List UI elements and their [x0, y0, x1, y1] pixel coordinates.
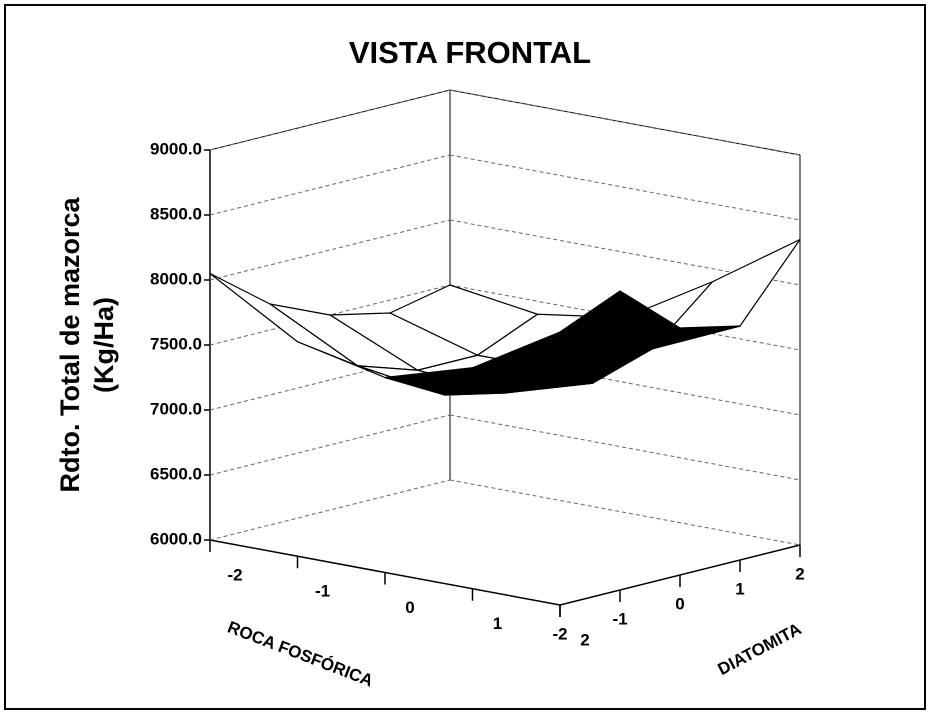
grid-line [209, 219, 451, 281]
z-tick-label: 7500.0 [150, 334, 202, 353]
z-tick-label: 9000.0 [150, 139, 202, 158]
x-tick-label: 0 [405, 598, 414, 617]
grid-line [209, 414, 451, 476]
y-tick-label: -1 [612, 609, 627, 628]
y-tick-label: 2 [795, 564, 804, 583]
x-tick-label: -2 [227, 565, 242, 584]
grid-line [209, 479, 451, 541]
grid-line [449, 154, 801, 221]
grid-line [209, 284, 451, 346]
z-axis-title: Rdto. Total de mazorca [55, 197, 85, 493]
chart-title: VISTA FRONTAL [349, 35, 591, 70]
y-tick-label: -2 [552, 624, 567, 643]
z-axis-title: (Kg/Ha) [89, 297, 119, 393]
z-tick-label: 6500.0 [150, 464, 202, 483]
z-tick-label: 8000.0 [150, 269, 202, 288]
grid-line [209, 154, 451, 216]
x-tick-label: -1 [315, 582, 330, 601]
x-tick-label: 1 [493, 614, 502, 633]
z-tick-label: 7000.0 [150, 399, 202, 418]
y-tick-label: 0 [675, 594, 684, 613]
grid-line [209, 89, 451, 151]
x-tick-label: 2 [580, 630, 589, 649]
grid-line [449, 414, 801, 481]
grid-line [449, 89, 801, 156]
surface-cell [471, 290, 621, 386]
y-tick-label: 1 [735, 579, 744, 598]
grid-line [449, 479, 801, 546]
z-tick-label: 8500.0 [150, 204, 202, 223]
z-tick-label: 6000.0 [150, 529, 202, 548]
